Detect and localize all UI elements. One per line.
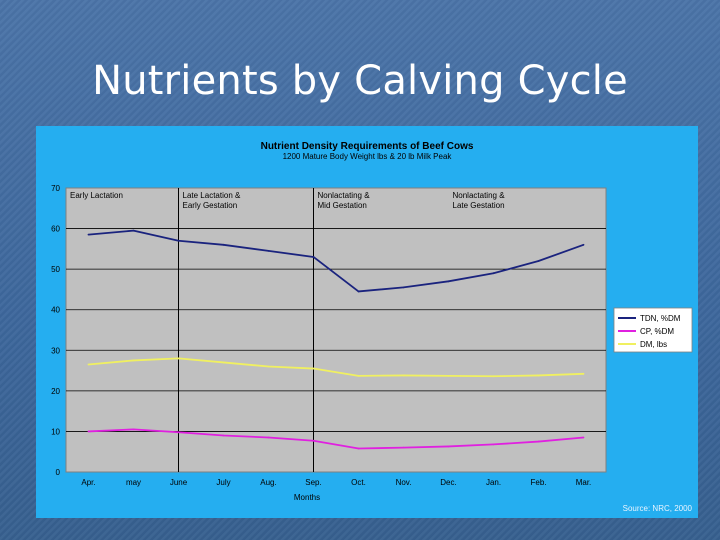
data-point <box>222 434 225 437</box>
data-point <box>222 243 225 246</box>
data-point <box>492 443 495 446</box>
chart-title: Nutrient Density Requirements of Beef Co… <box>261 141 474 152</box>
data-point <box>492 375 495 378</box>
phase-label: Late Gestation <box>453 201 505 210</box>
x-tick-label: may <box>126 478 141 487</box>
data-point <box>582 243 585 246</box>
legend-label: DM, lbs <box>640 340 667 349</box>
data-point <box>537 374 540 377</box>
data-point <box>87 363 90 366</box>
x-tick-label: Aug. <box>260 478 276 487</box>
legend-label: CP, %DM <box>640 327 674 336</box>
x-tick-label: Oct. <box>351 478 366 487</box>
data-point <box>447 445 450 448</box>
data-point <box>402 446 405 449</box>
x-tick-label: Sep. <box>305 478 321 487</box>
x-axis-label: Months <box>294 493 320 502</box>
series-line-2 <box>88 357 584 378</box>
data-point <box>582 436 585 439</box>
data-point <box>537 260 540 262</box>
x-tick-label: Dec. <box>440 478 456 487</box>
data-point <box>87 430 90 433</box>
data-point <box>402 286 405 289</box>
data-point <box>537 440 540 443</box>
x-tick-label: Jan. <box>486 478 501 487</box>
source-note: Source: NRC, 2000 <box>623 504 693 513</box>
data-point <box>177 239 180 242</box>
data-point <box>312 256 315 258</box>
data-point <box>132 428 135 431</box>
data-point <box>267 365 270 368</box>
data-point <box>357 374 360 377</box>
slide-title: Nutrients by Calving Cycle <box>92 58 628 104</box>
x-tick-label: June <box>170 478 188 487</box>
phase-label: Nonlactating & <box>453 191 506 200</box>
series-line-1 <box>88 428 584 450</box>
phase-label: Late Lactation & <box>183 191 241 200</box>
data-point <box>267 249 270 252</box>
data-point <box>447 374 450 377</box>
x-tick-label: July <box>216 478 230 487</box>
data-point <box>312 439 315 442</box>
data-point <box>312 367 315 370</box>
data-point <box>402 374 405 377</box>
data-point <box>357 447 360 450</box>
data-point <box>177 431 180 434</box>
phase-label: Early Lactation <box>70 191 123 200</box>
phase-label: Early Gestation <box>183 201 238 210</box>
legend-label: TDN, %DM <box>640 314 681 323</box>
y-tick-label: 0 <box>56 468 61 477</box>
series-line-0 <box>88 229 584 293</box>
y-tick-label: 30 <box>51 346 60 355</box>
data-point <box>447 280 450 283</box>
data-point <box>222 361 225 364</box>
x-tick-label: Mar. <box>576 478 592 487</box>
x-tick-label: Apr. <box>81 478 95 487</box>
phase-label: Mid Gestation <box>318 201 367 210</box>
y-tick-label: 40 <box>51 306 60 315</box>
chart-panel: Nutrient Density Requirements of Beef Co… <box>36 126 698 518</box>
data-point <box>357 290 360 293</box>
data-point <box>132 229 135 232</box>
phase-label: Nonlactating & <box>318 191 371 200</box>
data-point <box>132 359 135 362</box>
nutrient-chart: Nutrient Density Requirements of Beef Co… <box>51 141 693 513</box>
data-point <box>87 233 90 236</box>
x-tick-label: Feb. <box>530 478 546 487</box>
data-point <box>267 436 270 439</box>
data-point <box>582 372 585 375</box>
y-tick-label: 20 <box>51 387 60 396</box>
x-tick-label: Nov. <box>396 478 412 487</box>
y-tick-label: 10 <box>51 427 60 436</box>
y-tick-label: 50 <box>51 265 60 274</box>
chart-subtitle: 1200 Mature Body Weight lbs & 20 lb Milk… <box>283 152 453 161</box>
data-point <box>492 272 495 275</box>
y-tick-label: 60 <box>51 225 60 234</box>
y-tick-label: 70 <box>51 184 60 193</box>
data-point <box>177 357 180 360</box>
